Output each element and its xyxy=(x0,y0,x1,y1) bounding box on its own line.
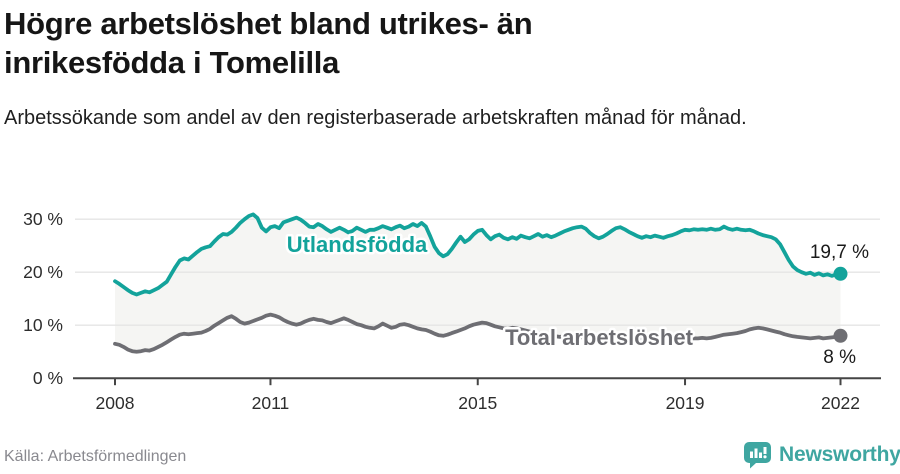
newsworthy-icon xyxy=(744,442,771,469)
page-title: Högre arbetslöshet bland utrikes- än inr… xyxy=(4,6,533,80)
end-value-label-utlandsfodda: 19,7 % xyxy=(810,242,869,263)
newsworthy-wordmark: Newsworthy xyxy=(779,443,900,466)
y-tick-label-30: 30 % xyxy=(23,209,63,229)
line-chart: 2008 2011 2015 2019 2022 30 % 20 % 10 % 0 % Utlan… xyxy=(23,209,881,413)
y-tick-label-10: 10 % xyxy=(23,315,63,335)
end-dot-utlandsfodda xyxy=(833,266,848,281)
source-attribution: Källa: Arbetsförmedlingen xyxy=(4,448,187,465)
x-tick-label-2015: 2015 xyxy=(458,393,497,413)
chart-subtitle: Arbetssökande som andel av den registerb… xyxy=(4,107,747,129)
series-line-total-arbetsloshet xyxy=(113,312,843,354)
series-line-utlandsfodda xyxy=(113,212,843,297)
x-tick-label-2022: 2022 xyxy=(821,393,860,413)
x-tick-label-2019: 2019 xyxy=(666,393,705,413)
y-tick-label-0: 0 % xyxy=(33,368,63,388)
x-tick-label-2011: 2011 xyxy=(252,393,290,413)
series-label-total-arbetsloshet: Total arbetslöshet xyxy=(505,325,694,350)
newsworthy-logo: Newsworthy xyxy=(743,441,900,469)
y-tick-label-20: 20 % xyxy=(23,262,63,282)
x-tick-label-2008: 2008 xyxy=(96,393,135,413)
between-series-band xyxy=(115,214,841,352)
series-label-utlandsfodda: Utlandsfödda xyxy=(287,232,428,257)
end-dot-total-arbetsloshet xyxy=(833,328,848,343)
end-value-label-total-arbetsloshet: 8 % xyxy=(823,347,856,368)
